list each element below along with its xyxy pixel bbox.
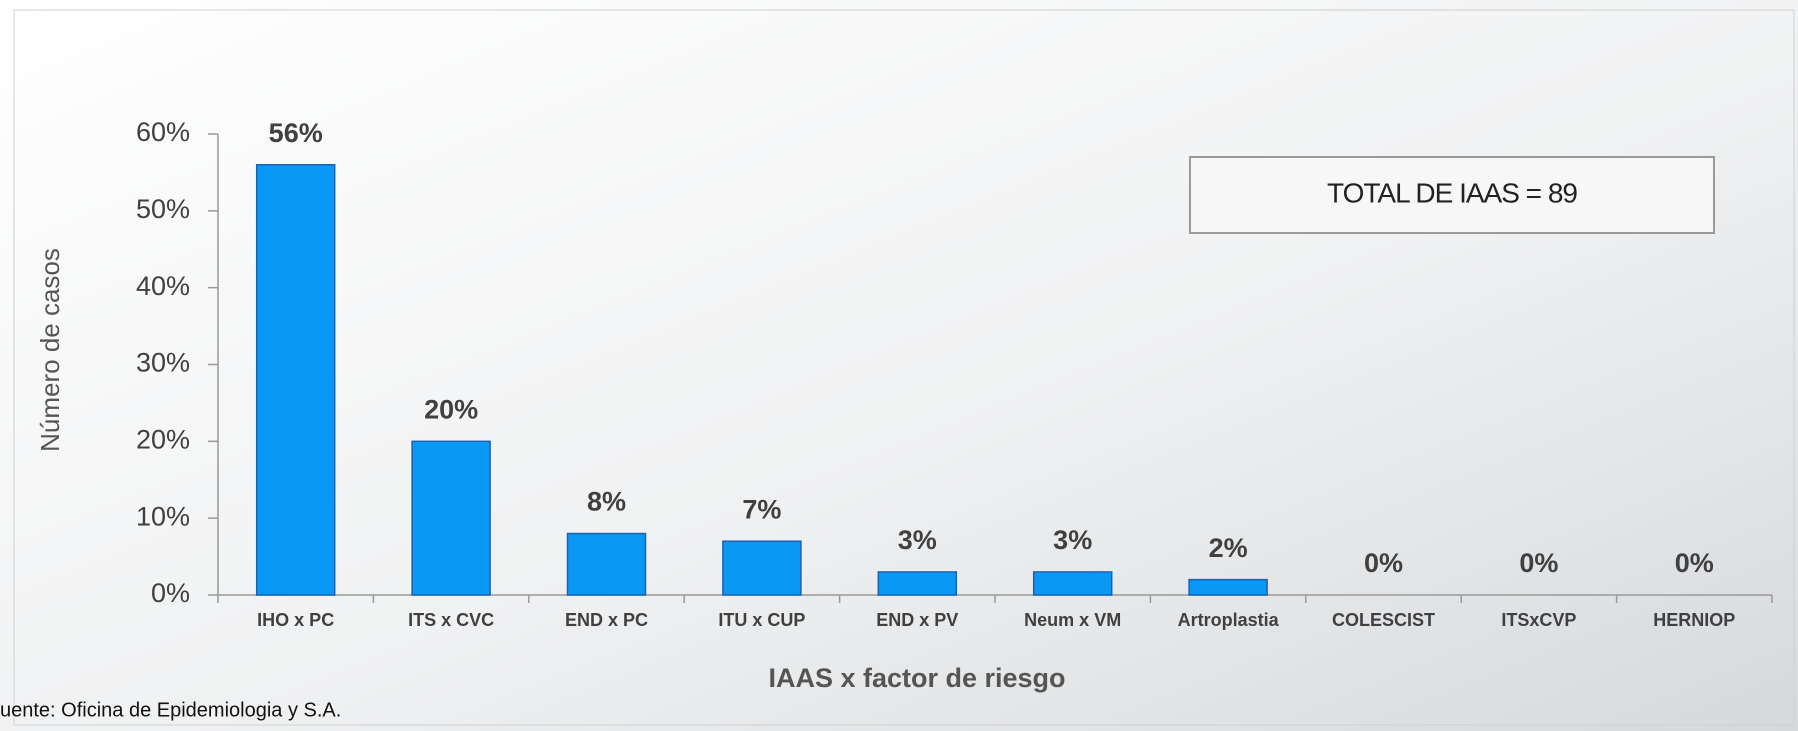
x-tick-label: ITU x CUP — [718, 610, 805, 630]
y-tick-label: 40% — [136, 271, 190, 301]
x-tick-label: IHO x PC — [257, 610, 334, 630]
x-axis-label: IAAS x factor de riesgo — [768, 663, 1065, 693]
x-tick-label: Neum x VM — [1024, 610, 1121, 630]
x-tick-label: END x PV — [876, 610, 958, 630]
y-tick-label: 60% — [136, 117, 190, 147]
chart: TOTAL DE IAAS = 89 Número de casos IAAS … — [0, 0, 1798, 731]
value-label: 0% — [1364, 548, 1403, 578]
y-tick-label: 30% — [136, 348, 190, 378]
y-axis-label: Número de casos — [35, 248, 65, 452]
x-tick-label: ITSxCVP — [1501, 610, 1576, 630]
y-tick-label: 20% — [136, 424, 190, 454]
value-label: 0% — [1519, 548, 1558, 578]
value-label: 8% — [587, 487, 626, 517]
x-tick-label: Artroplastia — [1178, 610, 1280, 630]
bar — [412, 441, 490, 595]
y-tick-label: 0% — [151, 578, 190, 608]
value-label: 7% — [742, 494, 781, 524]
bar — [1189, 580, 1267, 595]
x-tick-label: COLESCIST — [1332, 610, 1435, 630]
bar — [257, 165, 335, 595]
bar — [723, 541, 801, 595]
value-label: 0% — [1675, 548, 1714, 578]
annotation: TOTAL DE IAAS = 89 — [1327, 177, 1577, 208]
value-label: 56% — [269, 118, 323, 148]
x-tick-label: ITS x CVC — [408, 610, 494, 630]
x-tick-label: HERNIOP — [1653, 610, 1735, 630]
value-label: 3% — [898, 525, 937, 555]
source: uente: Oficina de Epidemiologia y S.A. — [0, 699, 341, 721]
bar — [568, 534, 646, 595]
y-tick-label: 10% — [136, 501, 190, 531]
value-label: 20% — [424, 394, 478, 424]
value-label: 2% — [1209, 533, 1248, 563]
bar — [878, 572, 956, 595]
y-tick-label: 50% — [136, 194, 190, 224]
x-tick-label: END x PC — [565, 610, 648, 630]
value-label: 3% — [1053, 525, 1092, 555]
bar — [1034, 572, 1112, 595]
